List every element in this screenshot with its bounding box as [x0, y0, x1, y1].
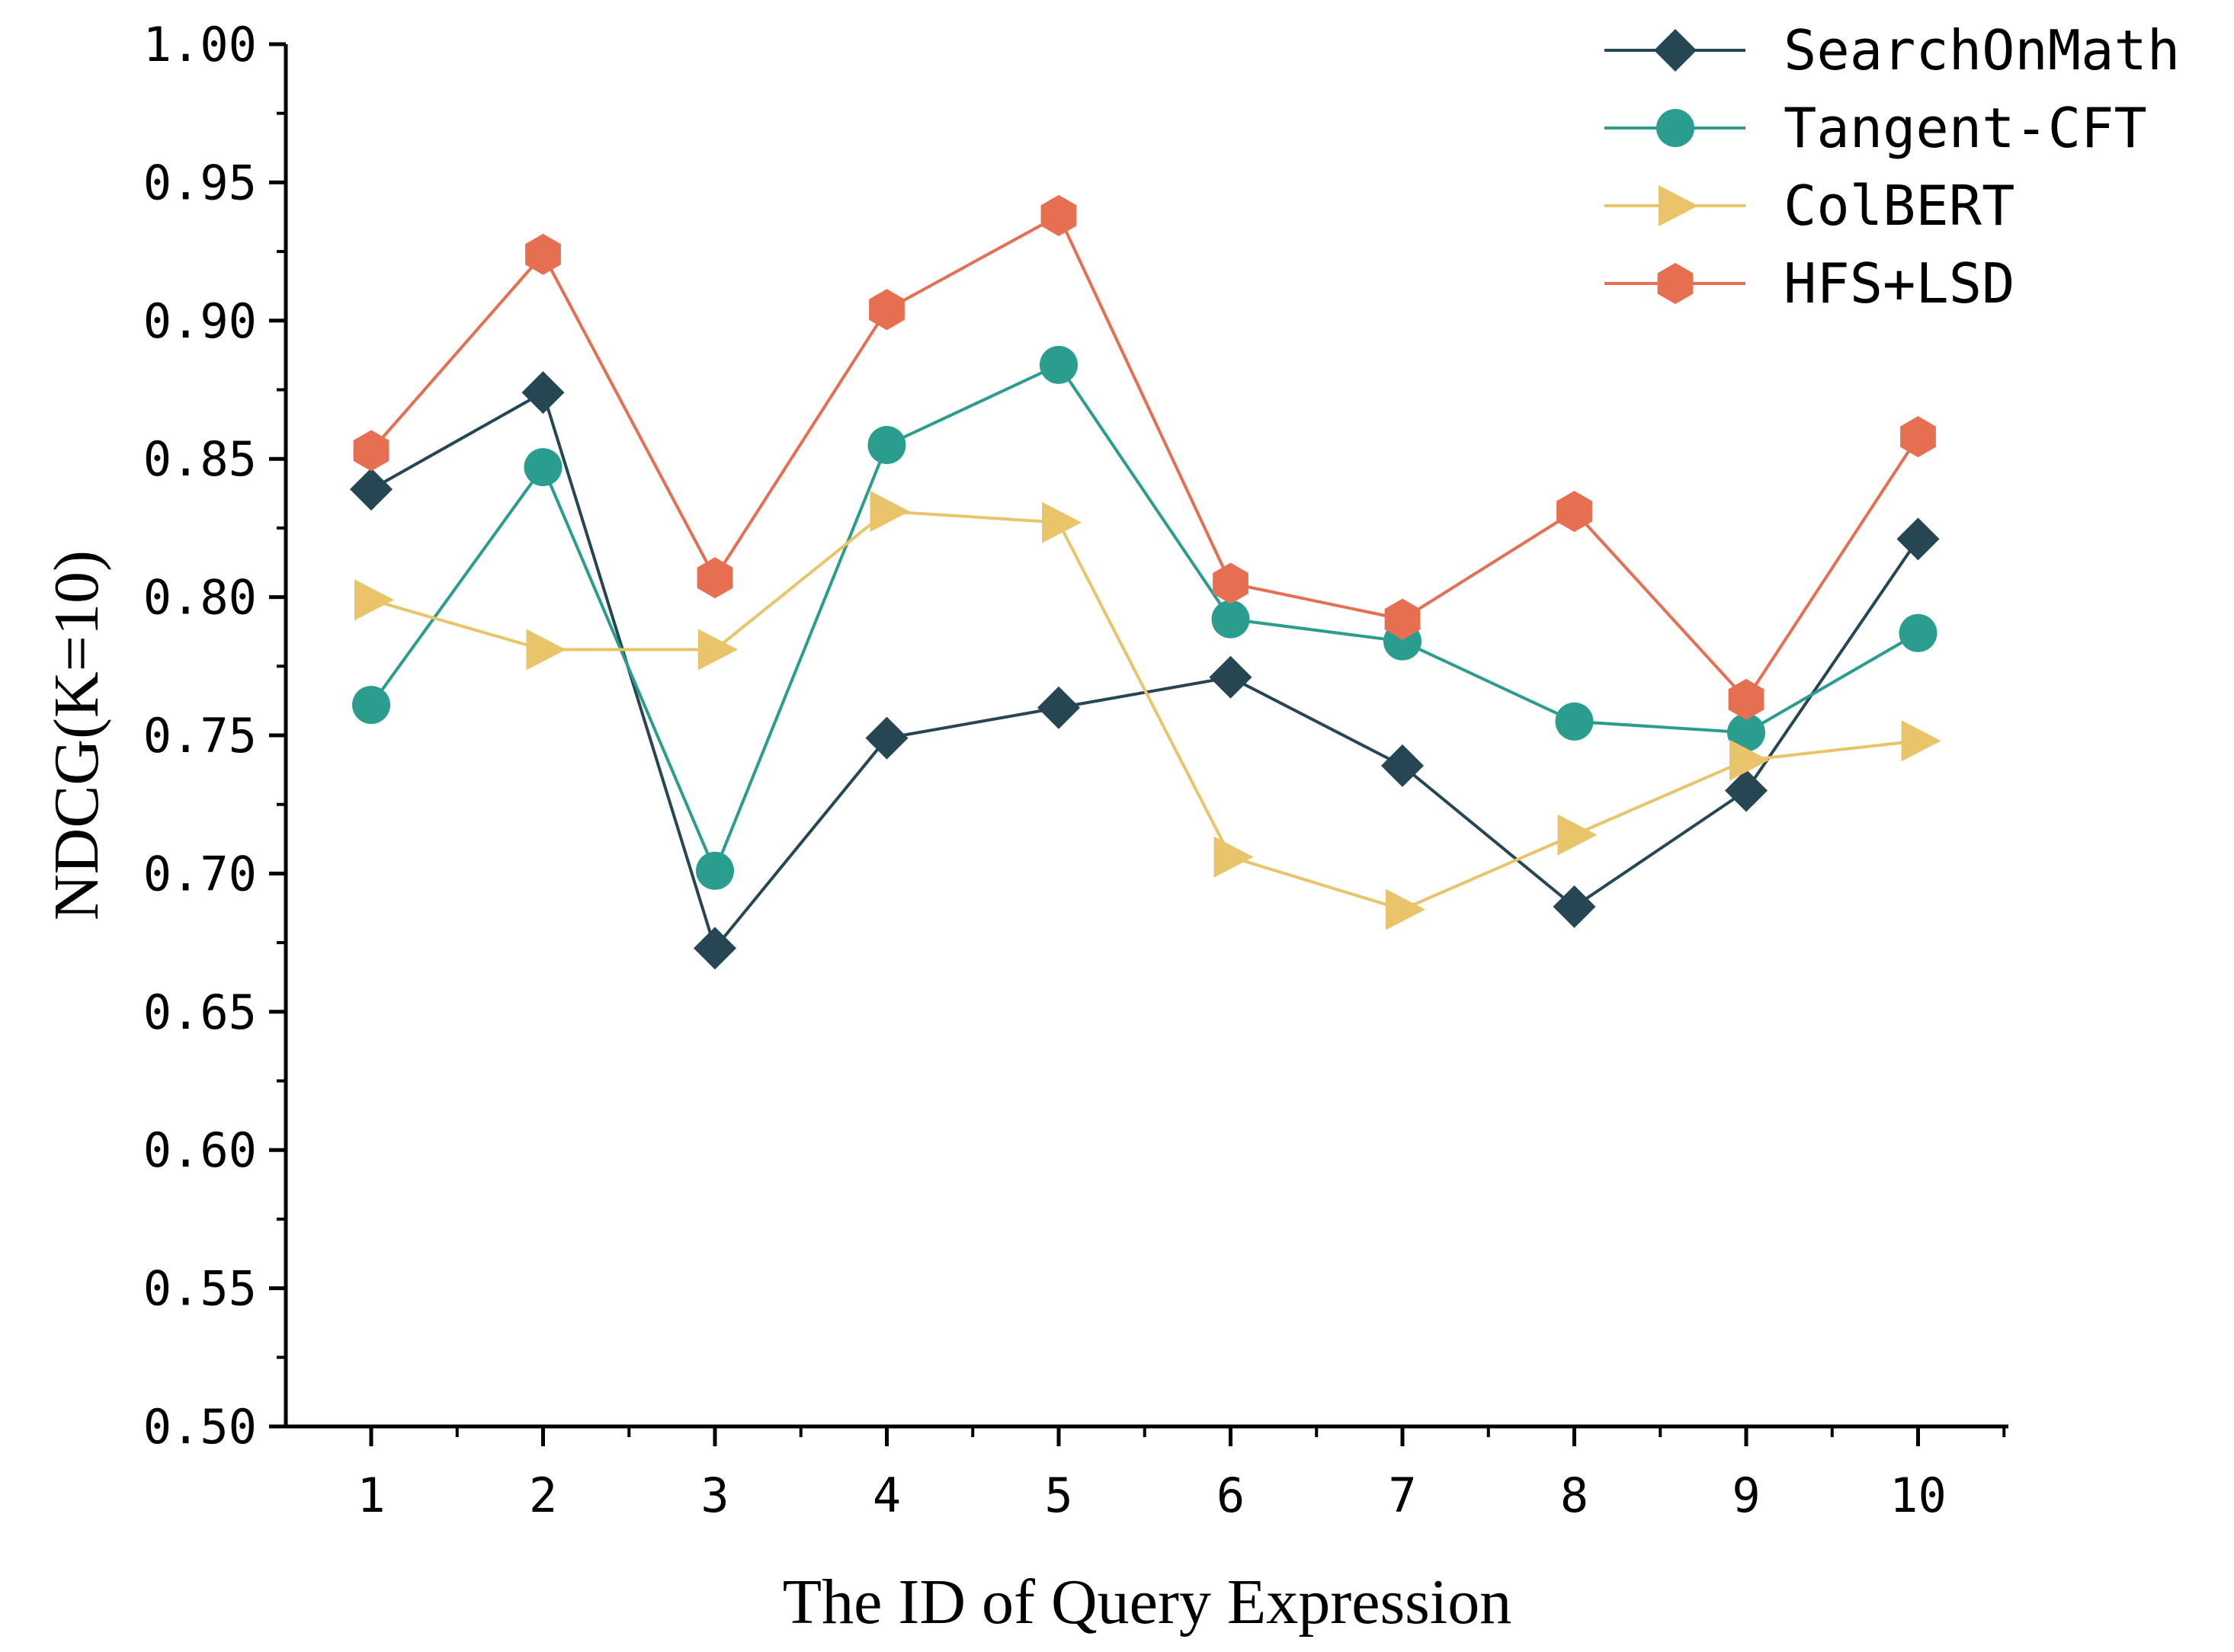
data-point-hfs-lsd: [1384, 598, 1421, 640]
series-colbert: [354, 491, 1941, 930]
data-point-hfs-lsd: [1900, 416, 1936, 458]
data-point-searchonmath: [1725, 769, 1768, 812]
legend-item-colbert: ColBERT: [1604, 174, 2014, 238]
data-point-hfs-lsd: [1040, 194, 1077, 236]
x-axis-title: The ID of Query Expression: [783, 1567, 1511, 1638]
data-point-tangent-cft: [1555, 702, 1594, 741]
data-point-searchonmath: [350, 468, 393, 511]
data-point-hfs-lsd: [525, 233, 561, 275]
axes: 0.50 0.55 0.60 0.65 0.70 0.75 0.80 0.85 0.90 0.95…: [143, 17, 2008, 1523]
series-layer: [350, 194, 1941, 970]
x-tick-label: 7: [1388, 1468, 1416, 1523]
y-tick-label: 0.65: [143, 984, 257, 1040]
legend-marker: [1654, 29, 1697, 72]
legend-item-hfs-lsd: HFS+LSD: [1604, 251, 2014, 315]
x-tick-label: 10: [1889, 1468, 1947, 1523]
series-tangent-cft: [352, 345, 1938, 890]
y-axis-title: NDCG(K=10): [41, 550, 112, 920]
data-point-tangent-cft: [524, 448, 563, 487]
data-point-colbert: [1901, 720, 1941, 762]
data-point-tangent-cft: [1040, 345, 1078, 384]
x-tick-label: 5: [1044, 1468, 1072, 1523]
data-point-tangent-cft: [1211, 600, 1250, 639]
data-point-colbert: [1042, 501, 1082, 543]
data-point-tangent-cft: [1727, 713, 1765, 752]
data-point-hfs-lsd: [353, 430, 389, 472]
y-tick-label: 0.55: [143, 1261, 257, 1317]
x-tick-label: 6: [1216, 1468, 1245, 1523]
legend-item-searchonmath: SearchOnMath: [1604, 18, 2180, 82]
legend: SearchOnMath Tangent-CFT ColBERT HFS+LSD: [1604, 18, 2180, 315]
data-point-searchonmath: [521, 371, 565, 415]
x-tick-label: 3: [700, 1468, 729, 1523]
y-tick-label: 0.90: [143, 293, 257, 349]
legend-marker: [1659, 185, 1698, 226]
x-tick-label: 9: [1732, 1468, 1760, 1523]
data-point-hfs-lsd: [1556, 491, 1592, 533]
y-tick-label: 0.60: [143, 1122, 257, 1178]
data-point-searchonmath: [1037, 686, 1080, 729]
y-tick-label: 0.85: [143, 431, 257, 487]
data-point-colbert: [698, 629, 738, 671]
legend-marker: [1656, 109, 1694, 147]
data-point-searchonmath: [1896, 517, 1940, 561]
series-line-searchonmath: [370, 390, 1920, 952]
y-tick-label: 0.75: [143, 708, 257, 764]
legend-label: HFS+LSD: [1784, 251, 2014, 315]
data-point-searchonmath: [865, 716, 909, 760]
data-point-colbert: [1729, 739, 1769, 781]
series-searchonmath: [350, 371, 1940, 970]
data-point-tangent-cft: [696, 851, 734, 890]
series-line-tangent-cft: [370, 363, 1919, 875]
series-line-colbert: [370, 510, 1918, 911]
data-point-hfs-lsd: [1213, 562, 1248, 604]
legend-label: Tangent-CFT: [1784, 96, 2147, 160]
data-point-hfs-lsd: [1728, 678, 1764, 720]
data-point-colbert: [870, 491, 910, 533]
y-tick-label: 0.95: [143, 155, 257, 210]
data-point-hfs-lsd: [697, 557, 733, 599]
data-point-colbert: [1557, 814, 1598, 856]
y-tick-label: 0.80: [143, 570, 257, 626]
data-point-hfs-lsd: [869, 289, 905, 331]
x-tick-label: 1: [357, 1468, 385, 1523]
y-tick-label: 1.00: [143, 17, 257, 72]
data-point-colbert: [1213, 836, 1254, 878]
x-tick-label: 4: [873, 1468, 901, 1523]
y-tick-label: 0.50: [143, 1399, 257, 1455]
series-line-hfs-lsd: [370, 213, 1920, 703]
x-tick-label: 8: [1560, 1468, 1588, 1523]
data-point-searchonmath: [1553, 885, 1596, 928]
legend-label: ColBERT: [1784, 174, 2014, 238]
data-point-colbert: [354, 579, 394, 621]
data-point-colbert: [1386, 888, 1425, 930]
legend-item-tangent-cft: Tangent-CFT: [1604, 96, 2147, 160]
data-point-tangent-cft: [352, 686, 390, 725]
data-point-tangent-cft: [867, 426, 906, 465]
y-tick-label: 0.70: [143, 846, 257, 901]
legend-marker: [1657, 263, 1694, 304]
legend-label: SearchOnMath: [1784, 18, 2180, 82]
series-hfs-lsd: [353, 194, 1936, 720]
data-point-searchonmath: [694, 927, 736, 970]
data-point-tangent-cft: [1899, 613, 1938, 652]
data-point-colbert: [526, 629, 566, 671]
data-point-searchonmath: [1209, 655, 1252, 699]
data-point-searchonmath: [1381, 744, 1424, 787]
x-tick-label: 2: [529, 1468, 557, 1523]
